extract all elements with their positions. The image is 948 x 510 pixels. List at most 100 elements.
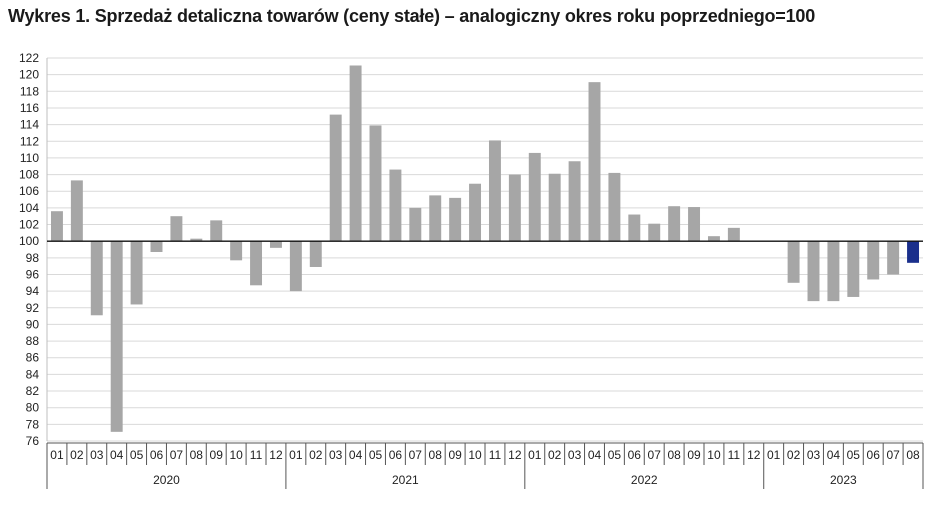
x-tick-label: 08 [667, 448, 681, 462]
y-tick-label: 76 [26, 434, 40, 448]
y-tick-label: 88 [26, 334, 40, 348]
x-tick-label: 02 [548, 448, 562, 462]
y-tick-label: 100 [19, 234, 39, 248]
x-tick-label: 12 [269, 448, 283, 462]
bar [150, 241, 163, 252]
year-label: 2021 [392, 473, 419, 487]
bar [887, 241, 900, 275]
x-tick-label: 08 [190, 448, 204, 462]
bar [429, 195, 442, 242]
bar [349, 65, 362, 242]
bar [170, 216, 183, 242]
x-tick-label: 05 [608, 448, 622, 462]
bar [508, 174, 521, 242]
bar [389, 169, 402, 242]
x-tick-label: 05 [130, 448, 144, 462]
bar [210, 220, 223, 242]
bar [707, 236, 720, 242]
bar [787, 241, 800, 283]
y-tick-label: 112 [20, 134, 39, 148]
x-tick-label: 02 [70, 448, 84, 462]
bar [548, 173, 561, 242]
y-tick-label: 122 [19, 51, 39, 65]
x-tick-label: 10 [468, 448, 482, 462]
y-tick-label: 108 [19, 168, 39, 182]
x-tick-label: 06 [628, 448, 642, 462]
x-tick-label: 04 [349, 448, 363, 462]
x-tick-label: 01 [767, 448, 781, 462]
bar [250, 241, 263, 286]
chart-title: Wykres 1. Sprzedaż detaliczna towarów (c… [8, 6, 816, 26]
y-tick-label: 86 [26, 351, 40, 365]
bar [269, 241, 282, 248]
bar [50, 211, 63, 242]
bar [289, 241, 302, 292]
bar [648, 223, 661, 242]
x-tick-label: 08 [906, 448, 920, 462]
bar [110, 241, 123, 432]
x-tick-label: 06 [389, 448, 403, 462]
x-tick-label: 03 [329, 448, 343, 462]
y-tick-label: 120 [19, 68, 39, 82]
bar [807, 241, 820, 302]
y-tick-label: 114 [20, 118, 39, 132]
x-tick-label: 08 [429, 448, 443, 462]
bar [469, 183, 482, 242]
y-tick-label: 90 [26, 317, 40, 331]
x-tick-label: 01 [289, 448, 303, 462]
year-label: 2022 [631, 473, 658, 487]
y-tick-label: 82 [26, 384, 40, 398]
x-tick-label: 12 [508, 448, 522, 462]
x-tick-label: 12 [747, 448, 761, 462]
x-tick-label: 04 [588, 448, 602, 462]
bar [867, 241, 880, 280]
bar [568, 161, 581, 242]
y-tick-label: 96 [26, 267, 40, 281]
y-tick-label: 84 [26, 367, 40, 381]
y-tick-label: 98 [26, 251, 40, 265]
x-tick-label: 10 [707, 448, 721, 462]
bar [190, 238, 203, 242]
x-tick-label: 07 [648, 448, 662, 462]
bar [847, 241, 860, 297]
bar [70, 180, 83, 242]
x-tick-label: 09 [210, 448, 224, 462]
x-tick-label: 03 [807, 448, 821, 462]
bar [668, 206, 681, 242]
x-tick-label: 04 [827, 448, 841, 462]
y-tick-label: 116 [20, 101, 39, 115]
y-tick-label: 78 [26, 417, 40, 431]
bar [528, 152, 541, 242]
bar [628, 214, 641, 242]
x-tick-label: 10 [229, 448, 243, 462]
bar [488, 140, 501, 242]
x-tick-label: 07 [409, 448, 423, 462]
y-tick-label: 104 [19, 201, 39, 215]
x-tick-label: 01 [528, 448, 542, 462]
bar [449, 197, 462, 242]
bar [130, 241, 143, 305]
bar [827, 241, 840, 302]
x-tick-label: 05 [847, 448, 861, 462]
bar [369, 125, 382, 242]
y-tick-label: 94 [26, 284, 40, 298]
y-tick-label: 118 [20, 84, 39, 98]
year-label: 2023 [830, 473, 857, 487]
year-label: 2020 [153, 473, 180, 487]
x-tick-label: 06 [867, 448, 881, 462]
y-tick-label: 110 [20, 151, 39, 165]
bar [90, 241, 103, 316]
bar [329, 114, 342, 242]
x-tick-label: 04 [110, 448, 124, 462]
x-tick-label: 06 [150, 448, 164, 462]
x-tick-label: 09 [448, 448, 462, 462]
bar [727, 227, 740, 242]
y-tick-label: 80 [26, 401, 40, 415]
bar [409, 207, 422, 242]
y-tick-label: 106 [19, 184, 39, 198]
x-tick-label: 07 [170, 448, 184, 462]
x-tick-label: 03 [568, 448, 582, 462]
x-tick-label: 11 [250, 448, 263, 462]
bar [309, 241, 322, 267]
bar [588, 82, 601, 242]
